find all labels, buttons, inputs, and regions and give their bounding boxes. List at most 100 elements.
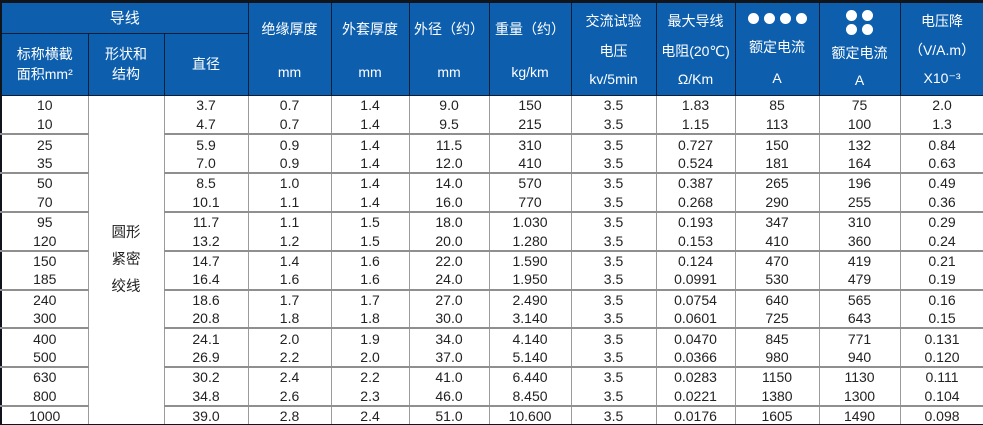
test-voltage-label-2: 电压	[599, 43, 628, 59]
cell: 479	[818, 270, 901, 291]
shape-structure-cell: 圆形 紧密 绞线	[87, 95, 165, 425]
cell: 30.0	[408, 308, 490, 330]
cell: 360	[818, 231, 901, 252]
table-row: 300 20.8 1.8 1.8 30.0 3.140 3.5 0.0601 725 643 0.1…	[0, 308, 983, 330]
cell: 34.0	[408, 328, 490, 348]
cell: 3.5	[570, 347, 657, 369]
cell: 3.5	[570, 406, 657, 425]
cell: 0.24	[899, 231, 983, 252]
weight-unit: kg/km	[511, 63, 549, 80]
cell: 150	[488, 95, 572, 115]
cell: 120	[0, 231, 89, 252]
cell: 1.8	[247, 308, 332, 330]
cell: 1.1	[247, 192, 332, 213]
cell: 3.5	[570, 211, 657, 232]
conductor-group-label: 导线	[109, 10, 140, 28]
cell: 3.5	[570, 134, 657, 154]
cell: 37.0	[408, 347, 490, 369]
cell: 20.0	[408, 231, 490, 252]
cell: 1.83	[655, 95, 736, 115]
table-body: 10 圆形 紧密 绞线 3.7 0.7 1.4 9.0 150 3.5 1.83 85 75 2.0 10 4…	[0, 95, 983, 425]
cell: 771	[818, 328, 901, 348]
cell: 3.5	[570, 114, 657, 136]
cell: 85	[734, 95, 820, 115]
cell: 0.0601	[655, 308, 736, 330]
cell: 2.2	[247, 347, 332, 369]
cell: 150	[734, 134, 820, 154]
cell: 12.0	[408, 153, 490, 175]
cell: 310	[488, 134, 572, 154]
voltage-drop-label: 电压降	[921, 12, 964, 29]
cell: 0.29	[899, 211, 983, 232]
cell: 1.4	[330, 114, 410, 136]
cell: 18.0	[408, 211, 490, 232]
cell: 5.140	[488, 347, 572, 369]
cell: 8.450	[488, 386, 572, 408]
cell: 1.5	[330, 211, 410, 232]
cell: 35	[0, 153, 89, 175]
cell: 1.7	[247, 289, 332, 309]
cell: 51.0	[408, 406, 490, 425]
table-row: 150 14.7 1.4 1.6 22.0 1.590 3.5 0.124 470 419 0.21	[0, 250, 983, 271]
cell: 643	[818, 308, 901, 330]
cell: 2.3	[330, 386, 410, 408]
cell: 2.4	[330, 406, 410, 425]
rated-current-1-unit: A	[772, 69, 782, 86]
header-voltage-drop: 电压降 （V/A.m） X10⁻³	[899, 1, 983, 96]
cell: 113	[734, 114, 820, 136]
cell: 132	[818, 134, 901, 154]
cell: 10	[0, 95, 89, 115]
cell: 1490	[818, 406, 901, 425]
rated-current-2-unit: A	[854, 71, 865, 88]
cell: 1.5	[330, 231, 410, 252]
cell: 3.5	[570, 231, 657, 252]
cell: 3.7	[163, 95, 249, 115]
cell: 630	[0, 367, 89, 387]
cell: 0.098	[899, 406, 983, 425]
outer-diameter-unit: mm	[437, 63, 461, 80]
cell: 1.4	[247, 250, 332, 271]
cell: 95	[0, 211, 89, 232]
cell: 41.0	[408, 367, 490, 387]
header-max-resistance: 最大导线 电阻(20℃) Ω/Km	[655, 1, 736, 96]
cell: 70	[0, 192, 89, 213]
cell: 470	[734, 250, 820, 271]
cell: 6.440	[488, 367, 572, 387]
cell: 24.1	[163, 328, 249, 348]
cell: 215	[488, 114, 572, 136]
cell: 0.111	[899, 367, 983, 387]
cell: 34.8	[163, 386, 249, 408]
cell: 9.0	[408, 95, 490, 115]
header-shape-structure: 形状和 结构	[87, 32, 165, 97]
cell: 8.5	[163, 173, 249, 193]
cell: 30.2	[163, 367, 249, 387]
cell: 26.9	[163, 347, 249, 369]
cell: 13.2	[163, 231, 249, 252]
cell: 1.4	[330, 95, 410, 115]
cell: 1380	[734, 386, 820, 408]
table-row: 70 10.1 1.1 1.4 16.0 770 3.5 0.268 290 255 0.36	[0, 192, 983, 213]
cell: 1.7	[330, 289, 410, 309]
cell: 980	[734, 347, 820, 369]
cell: 0.9	[247, 153, 332, 175]
nominal-area-label-1: 标称横截	[16, 45, 73, 62]
table-row: 10 圆形 紧密 绞线 3.7 0.7 1.4 9.0 150 3.5 1.83 85 75 2.0	[0, 95, 983, 425]
cell: 1.6	[330, 270, 410, 291]
cell: 5.9	[163, 134, 249, 154]
cell: 185	[0, 270, 89, 291]
cell: 1.1	[247, 211, 332, 232]
header-rated-current-2: 额定电流 A	[818, 1, 901, 96]
cell: 2.490	[488, 289, 572, 309]
cell: 940	[818, 347, 901, 369]
table-row: 185 16.4 1.6 1.6 24.0 1.950 3.5 0.0991 530 479 0.1…	[0, 270, 983, 291]
cell: 1150	[734, 367, 820, 387]
table-row: 50 8.5 1.0 1.4 14.0 570 3.5 0.387 265 196 0.49	[0, 173, 983, 193]
cell: 46.0	[408, 386, 490, 408]
cell: 50	[0, 173, 89, 193]
cell: 255	[818, 192, 901, 213]
table-row: 25 5.9 0.9 1.4 11.5 310 3.5 0.727 150 132 0.84	[0, 134, 983, 154]
cell: 240	[0, 289, 89, 309]
cell: 14.0	[408, 173, 490, 193]
cell: 0.16	[899, 289, 983, 309]
cell: 1.4	[330, 173, 410, 193]
